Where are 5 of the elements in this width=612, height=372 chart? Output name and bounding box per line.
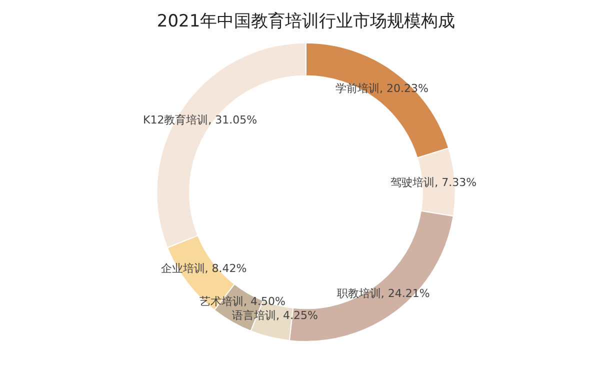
- slice-label: 驾驶培训, 7.33%: [390, 176, 477, 190]
- chart-title: 2021年中国教育培训行业市场规模构成: [156, 12, 456, 32]
- slice-label: 企业培训, 8.42%: [160, 262, 247, 275]
- slice-label: K12教育培训, 31.05%: [142, 113, 258, 126]
- slice-label: 艺术培训, 4.50%: [199, 295, 286, 308]
